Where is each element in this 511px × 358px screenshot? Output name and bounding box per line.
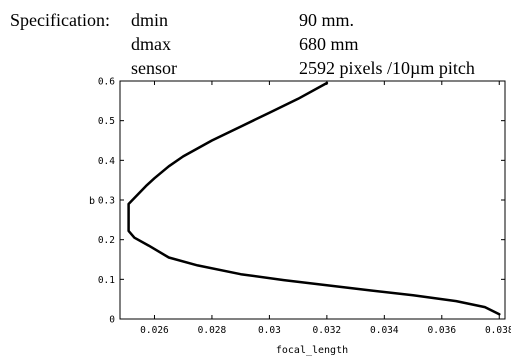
y-tick-label: 0.1 [98,275,115,286]
y-tick-label: 0.2 [98,235,115,246]
x-tick-label: 0.026 [140,325,169,336]
x-tick-label: 0.034 [370,325,399,336]
spec-label-dmax: dmax [131,34,171,54]
spec-value-dmax: 680 mm [299,34,359,54]
x-tick-label: 0.038 [485,325,511,336]
spec-label-dmin: dmin [131,10,169,30]
y-tick-label: 0.6 [98,77,115,88]
x-axis-ticks: 0.026 0.028 0.03 0.032 0.034 0.036 0.038 [140,81,511,336]
x-tick-label: 0.03 [258,325,281,336]
y-axis-label: b [89,196,95,207]
y-tick-label: 0.3 [98,196,115,207]
x-axis-label: focal_length [276,345,348,356]
spec-heading: Specification: [10,10,110,30]
spec-value-sensor: 2592 pixels /10µm pitch [299,58,475,78]
series-line [127,81,501,316]
y-tick-label: 0 [109,315,115,326]
x-tick-label: 0.036 [427,325,456,336]
y-tick-label: 0.5 [98,116,115,127]
x-tick-label: 0.032 [313,325,342,336]
spec-label-sensor: sensor [131,58,177,78]
spec-value-dmin: 90 mm. [299,10,355,30]
y-tick-label: 0.4 [98,156,115,167]
y-axis-ticks: 0 0.1 0.2 0.3 0.4 0.5 0.6 [98,77,505,326]
x-tick-label: 0.028 [198,325,227,336]
